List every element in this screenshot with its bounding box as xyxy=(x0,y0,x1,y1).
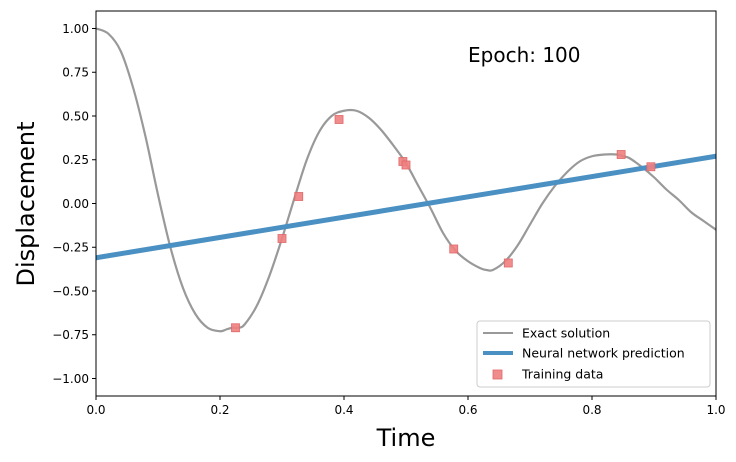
x-tick-label: 0.2 xyxy=(210,403,229,417)
legend-label-exact: Exact solution xyxy=(522,326,610,341)
x-tick-label: 0.0 xyxy=(86,403,105,417)
y-tick-label: 0.75 xyxy=(62,66,89,80)
y-tick-label: 0.00 xyxy=(62,197,89,211)
training-data-point xyxy=(334,115,344,124)
x-tick-label: 0.8 xyxy=(582,403,601,417)
x-tick-label: 1.0 xyxy=(706,403,725,417)
training-data-point xyxy=(503,258,513,268)
y-tick-label: −0.50 xyxy=(52,284,89,298)
training-data-point xyxy=(277,234,287,243)
epoch-annotation: Epoch: 100 xyxy=(468,43,581,67)
training-data-point xyxy=(401,160,411,170)
x-tick-label: 0.4 xyxy=(334,403,353,417)
nn-prediction-line xyxy=(96,153,716,261)
legend-box xyxy=(476,320,711,388)
legend-swatch-training xyxy=(492,369,503,380)
y-axis-title: Displacement xyxy=(12,122,40,287)
y-tick-label: 1.00 xyxy=(62,22,89,36)
training-data-point xyxy=(231,323,240,333)
y-tick-label: −0.25 xyxy=(52,241,89,255)
y-tick-label: 0.25 xyxy=(62,153,89,167)
y-tick-label: −1.00 xyxy=(52,372,89,386)
training-data-point xyxy=(449,244,459,254)
legend: Exact solution Neural network prediction… xyxy=(476,320,711,388)
x-axis-title: Time xyxy=(376,424,436,452)
training-data-point xyxy=(646,162,656,172)
legend-label-nn: Neural network prediction xyxy=(522,346,685,361)
y-axis-ticks: −1.00 −0.75 −0.50 −0.25 0.00 0.25 0.50 0.75 1.00 xyxy=(52,22,96,386)
x-axis-ticks: 0.0 0.2 0.4 0.6 0.8 1.0 xyxy=(86,396,726,417)
y-tick-label: 0.50 xyxy=(62,109,89,123)
y-tick-label: −0.75 xyxy=(52,328,89,342)
x-tick-label: 0.6 xyxy=(458,403,477,417)
series-layer xyxy=(96,27,716,333)
legend-label-training: Training data xyxy=(521,367,603,382)
training-data-point xyxy=(294,192,304,201)
training-data-point xyxy=(616,150,626,159)
